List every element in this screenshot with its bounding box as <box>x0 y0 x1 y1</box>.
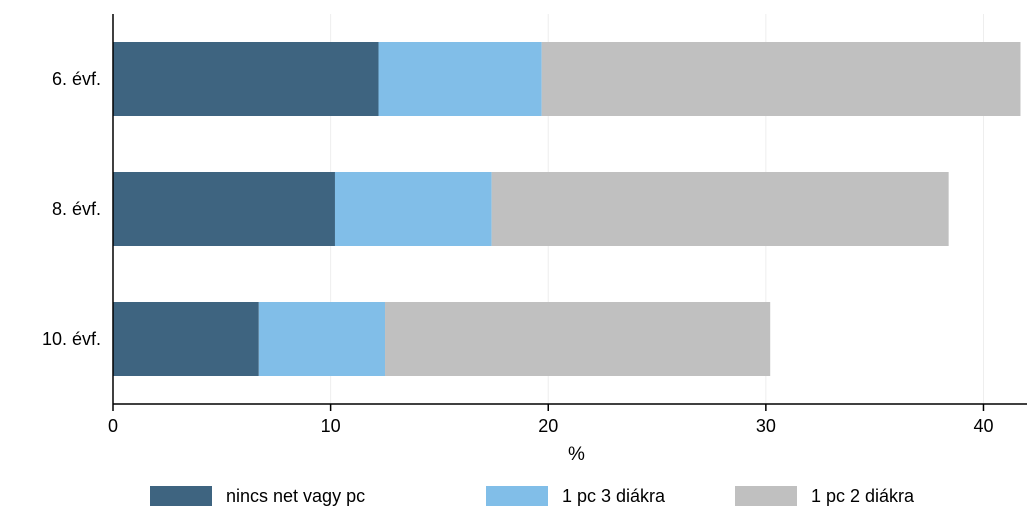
bar-1-series-1 <box>113 42 379 116</box>
axes: 6. évf. 8. évf. 10. évf. 0 10 20 30 40% <box>42 14 1027 465</box>
x-tick-label-0: 0 <box>108 416 118 436</box>
x-tick-label-10: 10 <box>321 416 341 436</box>
bar-3-series-3 <box>385 302 771 376</box>
bar-group <box>113 42 1021 376</box>
legend-label-1: nincs net vagy pc <box>226 486 365 506</box>
legend-swatch-3 <box>735 486 797 506</box>
legend-label-2: 1 pc 3 diákra <box>562 486 666 506</box>
bar-2-series-2 <box>334 172 492 246</box>
bar-3-series-1 <box>113 302 259 376</box>
x-tick-label-20: 20 <box>538 416 558 436</box>
bar-3-series-2 <box>258 302 386 376</box>
bar-1-series-2 <box>378 42 542 116</box>
bar-2-series-3 <box>491 172 949 246</box>
x-tick-label-30: 30 <box>756 416 776 436</box>
legend-swatch-2 <box>486 486 548 506</box>
bar-2-series-1 <box>113 172 335 246</box>
bar-1-series-3 <box>541 42 1021 116</box>
legend-swatch-1 <box>150 486 212 506</box>
legend: nincs net vagy pc 1 pc 3 diákra 1 pc 2 diá… <box>150 486 915 506</box>
category-label-3: 10. évf. <box>42 329 101 349</box>
legend-label-3: 1 pc 2 diákra <box>811 486 915 506</box>
category-label-2: 8. évf. <box>52 199 101 219</box>
category-label-1: 6. évf. <box>52 69 101 89</box>
x-axis-title: % <box>568 444 585 465</box>
x-tick-label-40: 40 <box>973 416 993 436</box>
